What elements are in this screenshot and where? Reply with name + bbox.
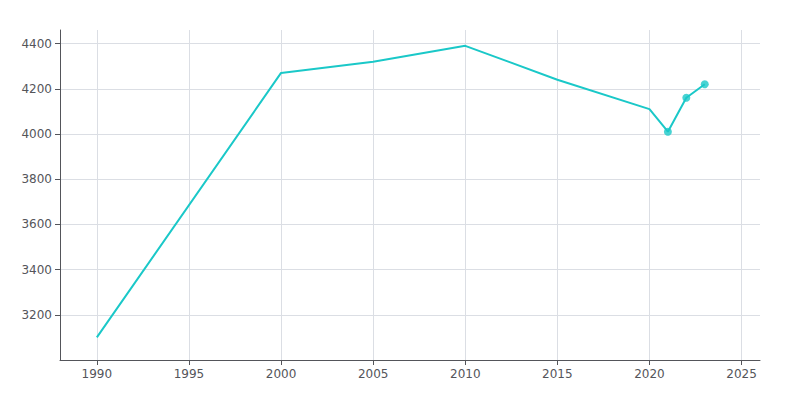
svg-text:2015: 2015 — [542, 367, 573, 381]
svg-text:3600: 3600 — [21, 217, 52, 231]
svg-text:2000: 2000 — [266, 367, 297, 381]
svg-text:3400: 3400 — [21, 263, 52, 277]
svg-text:1990: 1990 — [82, 367, 113, 381]
svg-text:2010: 2010 — [450, 367, 481, 381]
svg-text:3200: 3200 — [21, 308, 52, 322]
svg-text:2025: 2025 — [726, 367, 757, 381]
svg-text:2005: 2005 — [358, 367, 389, 381]
svg-text:4000: 4000 — [21, 127, 52, 141]
svg-text:3800: 3800 — [21, 172, 52, 186]
svg-text:4400: 4400 — [21, 37, 52, 51]
svg-text:2020: 2020 — [634, 367, 665, 381]
svg-text:1995: 1995 — [174, 367, 205, 381]
svg-text:4200: 4200 — [21, 82, 52, 96]
